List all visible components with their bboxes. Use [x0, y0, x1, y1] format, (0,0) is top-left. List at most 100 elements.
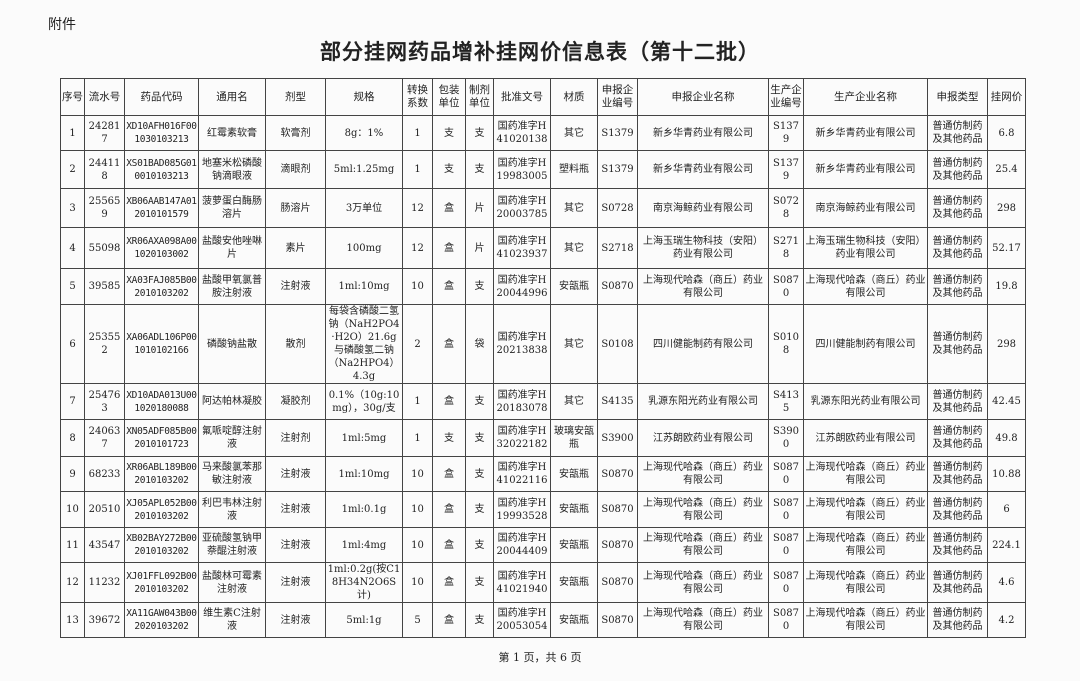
cell-material: 安瓿瓶	[550, 491, 598, 528]
header-spec: 规格	[325, 78, 403, 116]
cell-applicant-name: 上海现代哈森（商丘）药业有限公司	[637, 268, 769, 305]
cell-seq: 8	[60, 419, 85, 457]
cell-dosage-form: 注射液	[265, 527, 326, 563]
cell-applicant-id: S0870	[597, 562, 638, 603]
page-footer: 第 1 页，共 6 页	[498, 651, 582, 664]
cell-material: 安瓿瓶	[550, 268, 598, 305]
table-row: 3 255659 XB06AAB147A012010101579 菠萝蛋白酶肠溶片 肠溶…	[60, 188, 1026, 228]
cell-approval-no: 国药准字H20044409	[493, 527, 551, 563]
cell-approval-no: 国药准字H20044996	[493, 268, 551, 305]
cell-applicant-id: S1379	[597, 150, 638, 189]
cell-applicant-name: 上海现代哈森（商丘）药业有限公司	[637, 527, 769, 563]
cell-applicant-name: 上海现代哈森（商丘）药业有限公司	[637, 562, 769, 603]
cell-pack-unit: 盒	[432, 304, 466, 384]
cell-dosage-form: 软膏剂	[265, 115, 326, 151]
cell-prep-unit: 支	[465, 602, 494, 638]
cell-apply-type: 普通仿制药及其他药品	[927, 268, 988, 305]
cell-serial: 244118	[84, 150, 125, 189]
cell-pack-unit: 盒	[432, 602, 466, 638]
cell-apply-type: 普通仿制药及其他药品	[927, 456, 988, 492]
cell-dosage-form: 注射液	[265, 602, 326, 638]
cell-conversion: 10	[402, 491, 433, 528]
cell-material: 安瓿瓶	[550, 527, 598, 563]
cell-conversion: 12	[402, 188, 433, 228]
cell-drug-code: XR06ABL189B002010103202	[124, 456, 199, 492]
cell-manufacturer-name: 新乡华青药业有限公司	[803, 150, 928, 189]
header-manufacturer-name: 生产企业名称	[803, 78, 928, 116]
cell-drug-code: XB06AAB147A012010101579	[124, 188, 199, 228]
cell-generic-name: 菠萝蛋白酶肠溶片	[198, 188, 266, 228]
cell-approval-no: 国药准字H20183078	[493, 383, 551, 420]
cell-serial: 20510	[84, 491, 125, 528]
cell-seq: 2	[60, 150, 85, 189]
cell-prep-unit: 支	[465, 456, 494, 492]
cell-seq: 6	[60, 304, 85, 384]
cell-spec: 5ml:1g	[325, 602, 403, 638]
cell-apply-type: 普通仿制药及其他药品	[927, 419, 988, 457]
table-row: 10 20510 XJ05APL052B002010103202 利巴韦林注射液 注射液…	[60, 491, 1026, 528]
cell-applicant-id: S0870	[597, 491, 638, 528]
cell-material: 其它	[550, 188, 598, 228]
cell-serial: 68233	[84, 456, 125, 492]
cell-spec: 1ml:5mg	[325, 419, 403, 457]
cell-approval-no: 国药准字H41020138	[493, 115, 551, 151]
cell-price: 298	[987, 304, 1026, 384]
cell-conversion: 1	[402, 150, 433, 189]
cell-generic-name: 盐酸林可霉素注射液	[198, 562, 266, 603]
cell-approval-no: 国药准字H19983005	[493, 150, 551, 189]
table-row: 9 68233 XR06ABL189B002010103202 马来酸氯苯那敏注射液注…	[60, 456, 1026, 492]
cell-manufacturer-id: S0108	[768, 304, 804, 384]
cell-material: 安瓿瓶	[550, 602, 598, 638]
cell-spec: 5ml:1.25mg	[325, 150, 403, 189]
cell-manufacturer-name: 江苏朗欧药业有限公司	[803, 419, 928, 457]
cell-serial: 242817	[84, 115, 125, 151]
cell-drug-code: XJ01FFL092B002010103202	[124, 562, 199, 603]
cell-seq: 1	[60, 115, 85, 151]
cell-manufacturer-name: 上海玉瑞生物科技（安阳）药业有限公司	[803, 227, 928, 269]
cell-conversion: 10	[402, 456, 433, 492]
table-row: 6 253552 XA06ADL106P001010102166 磷酸钠盐散 散剂 每袋含…	[60, 304, 1026, 384]
cell-conversion: 10	[402, 527, 433, 563]
cell-conversion: 1	[402, 115, 433, 151]
cell-applicant-name: 新乡华青药业有限公司	[637, 150, 769, 189]
cell-serial: 39585	[84, 268, 125, 305]
cell-generic-name: 利巴韦林注射液	[198, 491, 266, 528]
cell-prep-unit: 片	[465, 188, 494, 228]
cell-material: 其它	[550, 227, 598, 269]
cell-price: 4.2	[987, 602, 1026, 638]
header-drug-code: 药品代码	[124, 78, 199, 116]
cell-serial: 43547	[84, 527, 125, 563]
cell-prep-unit: 支	[465, 419, 494, 457]
cell-approval-no: 国药准字H19993528	[493, 491, 551, 528]
cell-serial: 255659	[84, 188, 125, 228]
header-applicant-name: 申报企业名称	[637, 78, 769, 116]
header-prep-unit: 制剂单位	[465, 78, 494, 116]
cell-manufacturer-id: S0870	[768, 268, 804, 305]
cell-seq: 5	[60, 268, 85, 305]
cell-material: 其它	[550, 115, 598, 151]
cell-manufacturer-id: S0870	[768, 527, 804, 563]
cell-manufacturer-id: S0870	[768, 491, 804, 528]
cell-generic-name: 地塞米松磷酸钠滴眼液	[198, 150, 266, 189]
cell-apply-type: 普通仿制药及其他药品	[927, 562, 988, 603]
cell-drug-code: XR06AXA098A001020103002	[124, 227, 199, 269]
table-row: 2 244118 XS01BAD085G010010103213 地塞米松磷酸钠滴眼液…	[60, 150, 1026, 189]
cell-conversion: 5	[402, 602, 433, 638]
table-row: 7 254763 XD10ADA013U001020180088 阿达帕林凝胶 凝胶剂 0…	[60, 383, 1026, 420]
cell-approval-no: 国药准字H20213838	[493, 304, 551, 384]
cell-spec: 1ml:10mg	[325, 268, 403, 305]
cell-drug-code: XD10AFH016F001030103213	[124, 115, 199, 151]
cell-price: 25.4	[987, 150, 1026, 189]
cell-apply-type: 普通仿制药及其他药品	[927, 150, 988, 189]
cell-apply-type: 普通仿制药及其他药品	[927, 188, 988, 228]
cell-manufacturer-name: 四川健能制药有限公司	[803, 304, 928, 384]
cell-prep-unit: 支	[465, 268, 494, 305]
cell-applicant-name: 乳源东阳光药业有限公司	[637, 383, 769, 420]
page-title: 部分挂网药品增补挂网价信息表（第十二批）	[320, 40, 760, 64]
cell-approval-no: 国药准字H20003785	[493, 188, 551, 228]
cell-prep-unit: 支	[465, 527, 494, 563]
cell-drug-code: XJ05APL052B002010103202	[124, 491, 199, 528]
cell-pack-unit: 支	[432, 419, 466, 457]
cell-approval-no: 国药准字H32022182	[493, 419, 551, 457]
cell-price: 42.45	[987, 383, 1026, 420]
